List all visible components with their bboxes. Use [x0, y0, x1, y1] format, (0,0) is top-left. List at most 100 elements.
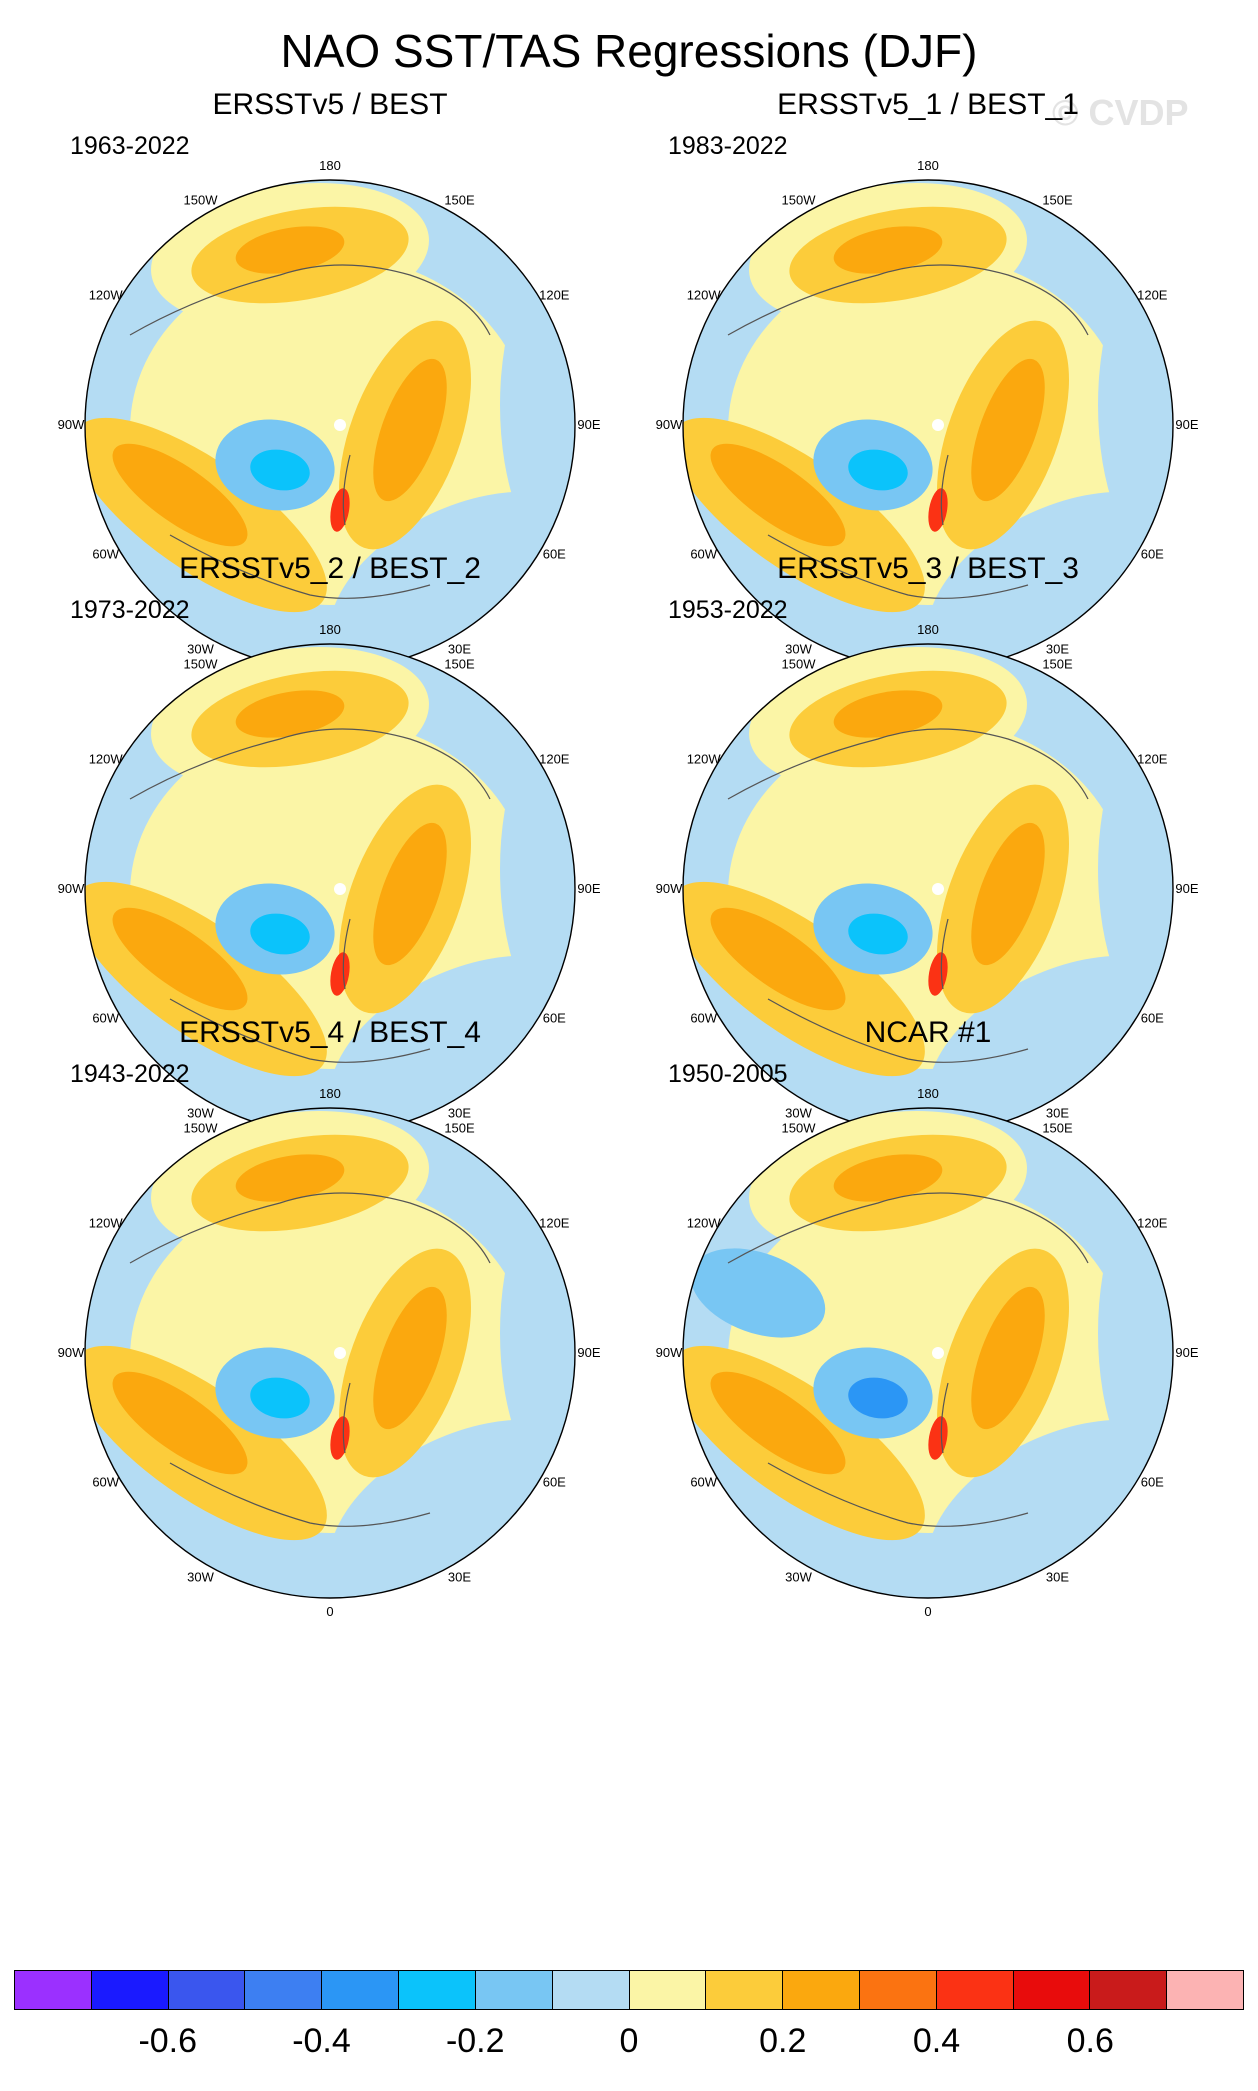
longitude-label: 90E — [1175, 417, 1198, 432]
colorbar-swatch — [245, 1971, 323, 2009]
colorbar-swatch — [475, 1971, 553, 2009]
colorbar-swatch — [168, 1971, 246, 2009]
longitude-label: 120W — [687, 288, 722, 303]
longitude-label: 120W — [89, 288, 124, 303]
coastline — [129, 1192, 491, 1527]
longitude-label: 120W — [89, 1216, 124, 1231]
longitude-label: 90E — [1175, 881, 1198, 896]
longitude-label: 150E — [1042, 1121, 1073, 1136]
longitude-label: 150W — [184, 657, 219, 672]
pacific-warm-core — [833, 690, 943, 738]
map-panel: NCAR #1 180 150E 120E 90E 60E 30E 0 30W 60W 90W 120… — [648, 1016, 1208, 1619]
atlantic-warm-core — [710, 443, 846, 547]
greenland-cold-core — [250, 1377, 310, 1419]
greenland-cold-core — [848, 913, 908, 955]
longitude-label: 0 — [326, 1604, 333, 1619]
right-edge-negative-region — [1098, 255, 1173, 555]
figure-title: NAO SST/TAS Regressions (DJF) — [280, 25, 978, 77]
longitude-label: 30W — [785, 1105, 812, 1120]
greenland-cold-core — [250, 913, 310, 955]
longitude-label: 60W — [92, 1475, 119, 1490]
longitude-label: 30E — [448, 641, 471, 656]
longitude-label: 60E — [543, 1011, 566, 1026]
longitude-label: 30W — [785, 1569, 812, 1584]
colorbar-swatch — [322, 1971, 400, 2009]
ncar-north-america-cold — [690, 1248, 826, 1338]
map-panel: ERSSTv5 / BEST180150E120E90E60E30E030W60… — [50, 88, 610, 691]
map-field — [85, 644, 575, 1134]
longitude-label: 150E — [444, 1121, 475, 1136]
longitude-label: 60W — [690, 1011, 717, 1026]
eurasia-warm-core — [373, 1286, 447, 1430]
longitude-label: 150W — [184, 1121, 219, 1136]
pole-marker — [932, 883, 944, 895]
longitude-label: 30E — [1046, 641, 1069, 656]
colorbar-tick-label: 0.2 — [759, 2022, 807, 2060]
map-border — [682, 1107, 1174, 1599]
longitude-label: 150E — [444, 657, 475, 672]
colorbar-tick-label: -0.4 — [292, 2022, 351, 2060]
longitude-label: 30W — [187, 641, 214, 656]
right-edge-negative-region — [1098, 1183, 1173, 1483]
panel-title: ERSSTv5_3 / BEST_3 — [777, 552, 1079, 585]
colorbar-swatch — [629, 1971, 707, 2009]
longitude-label: 150W — [184, 193, 219, 208]
panel-years: 1973-2022 — [70, 596, 190, 624]
longitude-label: 150W — [782, 657, 817, 672]
atlantic-warm-core — [710, 907, 846, 1011]
longitude-label: 30E — [1046, 1569, 1069, 1584]
pole-marker — [334, 419, 346, 431]
colorbar-swatch — [1167, 1971, 1243, 2009]
longitude-label: 90E — [1175, 1345, 1198, 1360]
map-field — [683, 1108, 1173, 1598]
longitude-label: 150W — [782, 193, 817, 208]
map-field — [85, 1108, 575, 1598]
longitude-label: 60E — [543, 547, 566, 562]
longitude-label: 60W — [690, 547, 717, 562]
panel-years: 1953-2022 — [668, 596, 788, 624]
panel-years: 1950-2005 — [668, 1060, 788, 1088]
longitude-label: 90W — [656, 881, 683, 896]
longitude-label: 90W — [58, 1345, 85, 1360]
colorbar-swatch — [936, 1971, 1014, 2009]
longitude-label: 90W — [58, 417, 85, 432]
cvdp-watermark: © CVDP — [1052, 92, 1189, 133]
pacific-warm-core — [235, 226, 345, 274]
longitude-label: 90W — [58, 881, 85, 896]
panel-title: NCAR #1 — [864, 1016, 992, 1049]
longitude-label: 120W — [687, 1216, 722, 1231]
right-edge-negative-region — [500, 1183, 575, 1483]
longitude-label: 60E — [543, 1475, 566, 1490]
eurasia-warm-core — [971, 822, 1045, 966]
longitude-label: 180 — [917, 1086, 939, 1101]
longitude-label: 90E — [577, 881, 600, 896]
longitude-label: 60W — [92, 547, 119, 562]
longitude-label: 180 — [319, 158, 341, 173]
colorbar-swatch — [783, 1971, 860, 2009]
longitude-label: 90W — [656, 417, 683, 432]
map-field — [683, 644, 1173, 1134]
longitude-label: 150W — [782, 1121, 817, 1136]
longitude-label: 120E — [1137, 1216, 1168, 1231]
colorbar-swatch — [399, 1971, 476, 2009]
colorbar-swatch — [1090, 1971, 1168, 2009]
panel-title: ERSSTv5_2 / BEST_2 — [179, 552, 481, 585]
longitude-label: 120E — [1137, 288, 1168, 303]
longitude-label: 150E — [1042, 657, 1073, 672]
longitude-label: 30W — [785, 641, 812, 656]
longitude-label: 120E — [539, 288, 570, 303]
atlantic-warm-core — [112, 1371, 248, 1475]
longitude-label: 60E — [1141, 1011, 1164, 1026]
colorbar-tick-label: -0.6 — [138, 2022, 198, 2060]
longitude-label: 180 — [917, 622, 939, 637]
longitude-label: 0 — [924, 1604, 931, 1619]
atlantic-warm-core — [112, 443, 248, 547]
panel-title: ERSSTv5 / BEST — [212, 88, 448, 121]
longitude-label: 60E — [1141, 1475, 1164, 1490]
coastline — [129, 264, 491, 599]
longitude-label: 90W — [656, 1345, 683, 1360]
longitude-label: 120E — [539, 1216, 570, 1231]
longitude-label: 180 — [917, 158, 939, 173]
right-edge-negative-region — [500, 255, 575, 555]
